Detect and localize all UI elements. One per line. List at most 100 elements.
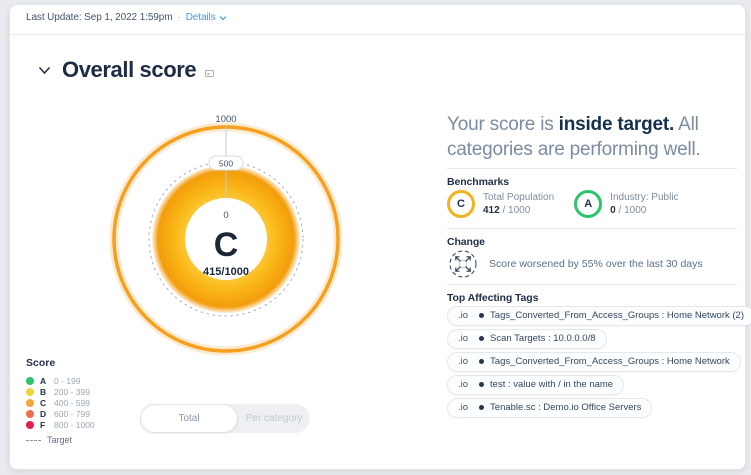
benchmark-label: Total Population: [483, 192, 555, 203]
tag-label: Tags_Converted_From_Access_Groups : Home…: [490, 310, 745, 321]
tag-source: .io: [458, 402, 469, 413]
details-link[interactable]: Details: [186, 12, 227, 23]
benchmark-max: / 1000: [499, 205, 531, 216]
benchmarks-divider: [447, 168, 737, 169]
tag-dot-icon: [479, 313, 485, 318]
gauge-tick-500: 500: [219, 159, 233, 169]
tag-pill[interactable]: .io test : value with / in the name: [447, 374, 625, 395]
summary-prefix: Your score is: [447, 114, 559, 135]
section-header: Overall score: [38, 57, 215, 83]
gauge-tick-500-pill: [208, 155, 244, 171]
benchmark-score: 0: [610, 205, 616, 216]
last-update-text: Last Update: Sep 1, 2022 1:59pm: [26, 12, 173, 23]
grade-c-dot-icon: [26, 398, 34, 407]
view-toggle: Total Per category: [140, 404, 310, 433]
tag-dot-icon: [479, 405, 485, 410]
tag-dot-icon: [479, 336, 485, 341]
legend-title: Score: [26, 357, 56, 369]
legend-item-c: C 400 - 599: [26, 397, 95, 408]
tag-pill[interactable]: .io Tags_Converted_From_Access_Groups : …: [447, 305, 751, 326]
overall-score-card: Last Update: Sep 1, 2022 1:59pm · Detail…: [9, 4, 751, 470]
legend-letter: D: [40, 408, 47, 419]
gauge-grade: C: [214, 226, 239, 264]
summary-suffix: All categories are performing well.: [447, 114, 701, 161]
tags-title: Top Affecting Tags: [447, 292, 539, 304]
page-title: Overall score: [62, 57, 197, 82]
tag-row: .io Tags_Converted_From_Access_Groups : …: [447, 351, 751, 374]
legend-letter: F: [40, 419, 46, 430]
tag-source: .io: [458, 333, 469, 344]
grade-d-dot-icon: [26, 409, 34, 418]
tag-label: Tenable.sc : Demo.io Office Servers: [490, 402, 642, 413]
legend-letter: A: [40, 375, 47, 386]
tag-label: Scan Targets : 10.0.0.0/8: [490, 333, 596, 344]
tag-row: .io Tenable.sc : Demo.io Office Servers: [447, 397, 751, 420]
legend-item-d: D 600 - 799: [26, 408, 95, 419]
change-title: Change: [447, 236, 485, 248]
details-label: Details: [185, 12, 216, 23]
legend-item-f: F 800 - 1000: [26, 419, 95, 430]
tag-label: test : value with / in the name: [490, 379, 614, 390]
benchmark-value: 412 / 1000: [483, 205, 554, 216]
tag-pill[interactable]: .io Tags_Converted_From_Access_Groups : …: [447, 351, 741, 372]
legend-letter: C: [40, 397, 47, 408]
header-divider: [10, 34, 745, 35]
tag-source: .io: [458, 310, 469, 321]
legend-target-label: Target: [47, 435, 73, 445]
toggle-per-category[interactable]: Per category: [245, 413, 303, 424]
tag-source: .io: [458, 356, 469, 367]
gauge-score-value: 415: [203, 266, 221, 278]
legend-target: Target: [26, 435, 95, 445]
legend-item-b: B 200 - 399: [26, 386, 95, 397]
gauge-score-text: 415/1000: [203, 266, 249, 278]
legend-range: 600 - 799: [54, 408, 90, 419]
benchmark-grade-badge: C: [447, 190, 475, 218]
chevron-down-icon: [219, 15, 226, 20]
legend-range: 200 - 399: [54, 386, 90, 397]
grade-f-dot-icon: [26, 420, 34, 429]
legend-range: 0 - 199: [54, 375, 81, 386]
summary-highlight: inside target.: [558, 114, 675, 135]
score-gauge: 1000 500 0 C 415/1000: [56, 69, 396, 409]
benchmark-total-population: C Total Population 412 / 1000: [447, 190, 554, 218]
legend-range: 800 - 1000: [54, 419, 95, 430]
separator-dot: ·: [177, 12, 181, 23]
tag-row: .io Tags_Converted_From_Access_Groups : …: [447, 305, 751, 328]
top-affecting-tags-list: .io Tags_Converted_From_Access_Groups : …: [447, 305, 751, 420]
grade-b-dot-icon: [26, 387, 34, 396]
last-update-bar: Last Update: Sep 1, 2022 1:59pm · Detail…: [26, 12, 227, 23]
target-dash-icon: [26, 439, 41, 441]
expand-icon[interactable]: [205, 69, 215, 77]
tags-divider: [447, 284, 737, 285]
tag-dot-icon: [479, 382, 485, 387]
collapse-chevron-icon[interactable]: [38, 66, 51, 75]
grade-a-dot-icon: [26, 376, 34, 385]
score-legend: Score A 0 - 199 B 200 - 399 C 400 - 599 …: [26, 357, 95, 445]
legend-item-a: A 0 - 199: [26, 375, 95, 386]
gauge-center-badge: [185, 198, 267, 280]
gauge-score-denominator: /1000: [221, 266, 249, 278]
tag-source: .io: [458, 379, 469, 390]
tag-label: Tags_Converted_From_Access_Groups : Home…: [490, 356, 730, 367]
expand-outward-icon: [449, 250, 477, 278]
benchmark-label: Industry: Public: [610, 192, 679, 203]
gauge-tick-0: 0: [223, 210, 228, 221]
tag-row: .io Scan Targets : 10.0.0.0/8: [447, 328, 751, 351]
change-text: Score worsened by 55% over the last 30 d…: [489, 258, 703, 270]
legend-letter: B: [40, 386, 47, 397]
benchmark-grade-badge: A: [574, 190, 603, 218]
benchmark-score: 412: [483, 205, 500, 216]
tag-dot-icon: [479, 359, 485, 364]
score-summary-text: Your score is inside target. All categor…: [447, 112, 739, 163]
tag-pill[interactable]: .io Tenable.sc : Demo.io Office Servers: [447, 397, 653, 418]
change-divider: [447, 228, 737, 229]
benchmarks-title: Benchmarks: [447, 176, 510, 188]
benchmark-max: / 1000: [615, 205, 647, 216]
change-row: Score worsened by 55% over the last 30 d…: [447, 248, 703, 280]
tag-row: .io test : value with / in the name: [447, 374, 751, 397]
legend-range: 400 - 599: [54, 397, 90, 408]
tag-pill[interactable]: .io Scan Targets : 10.0.0.0/8: [447, 328, 607, 349]
toggle-total[interactable]: Total: [140, 404, 238, 433]
benchmark-industry: A Industry: Public 0 / 1000: [574, 190, 679, 218]
benchmark-value: 0 / 1000: [610, 205, 678, 216]
